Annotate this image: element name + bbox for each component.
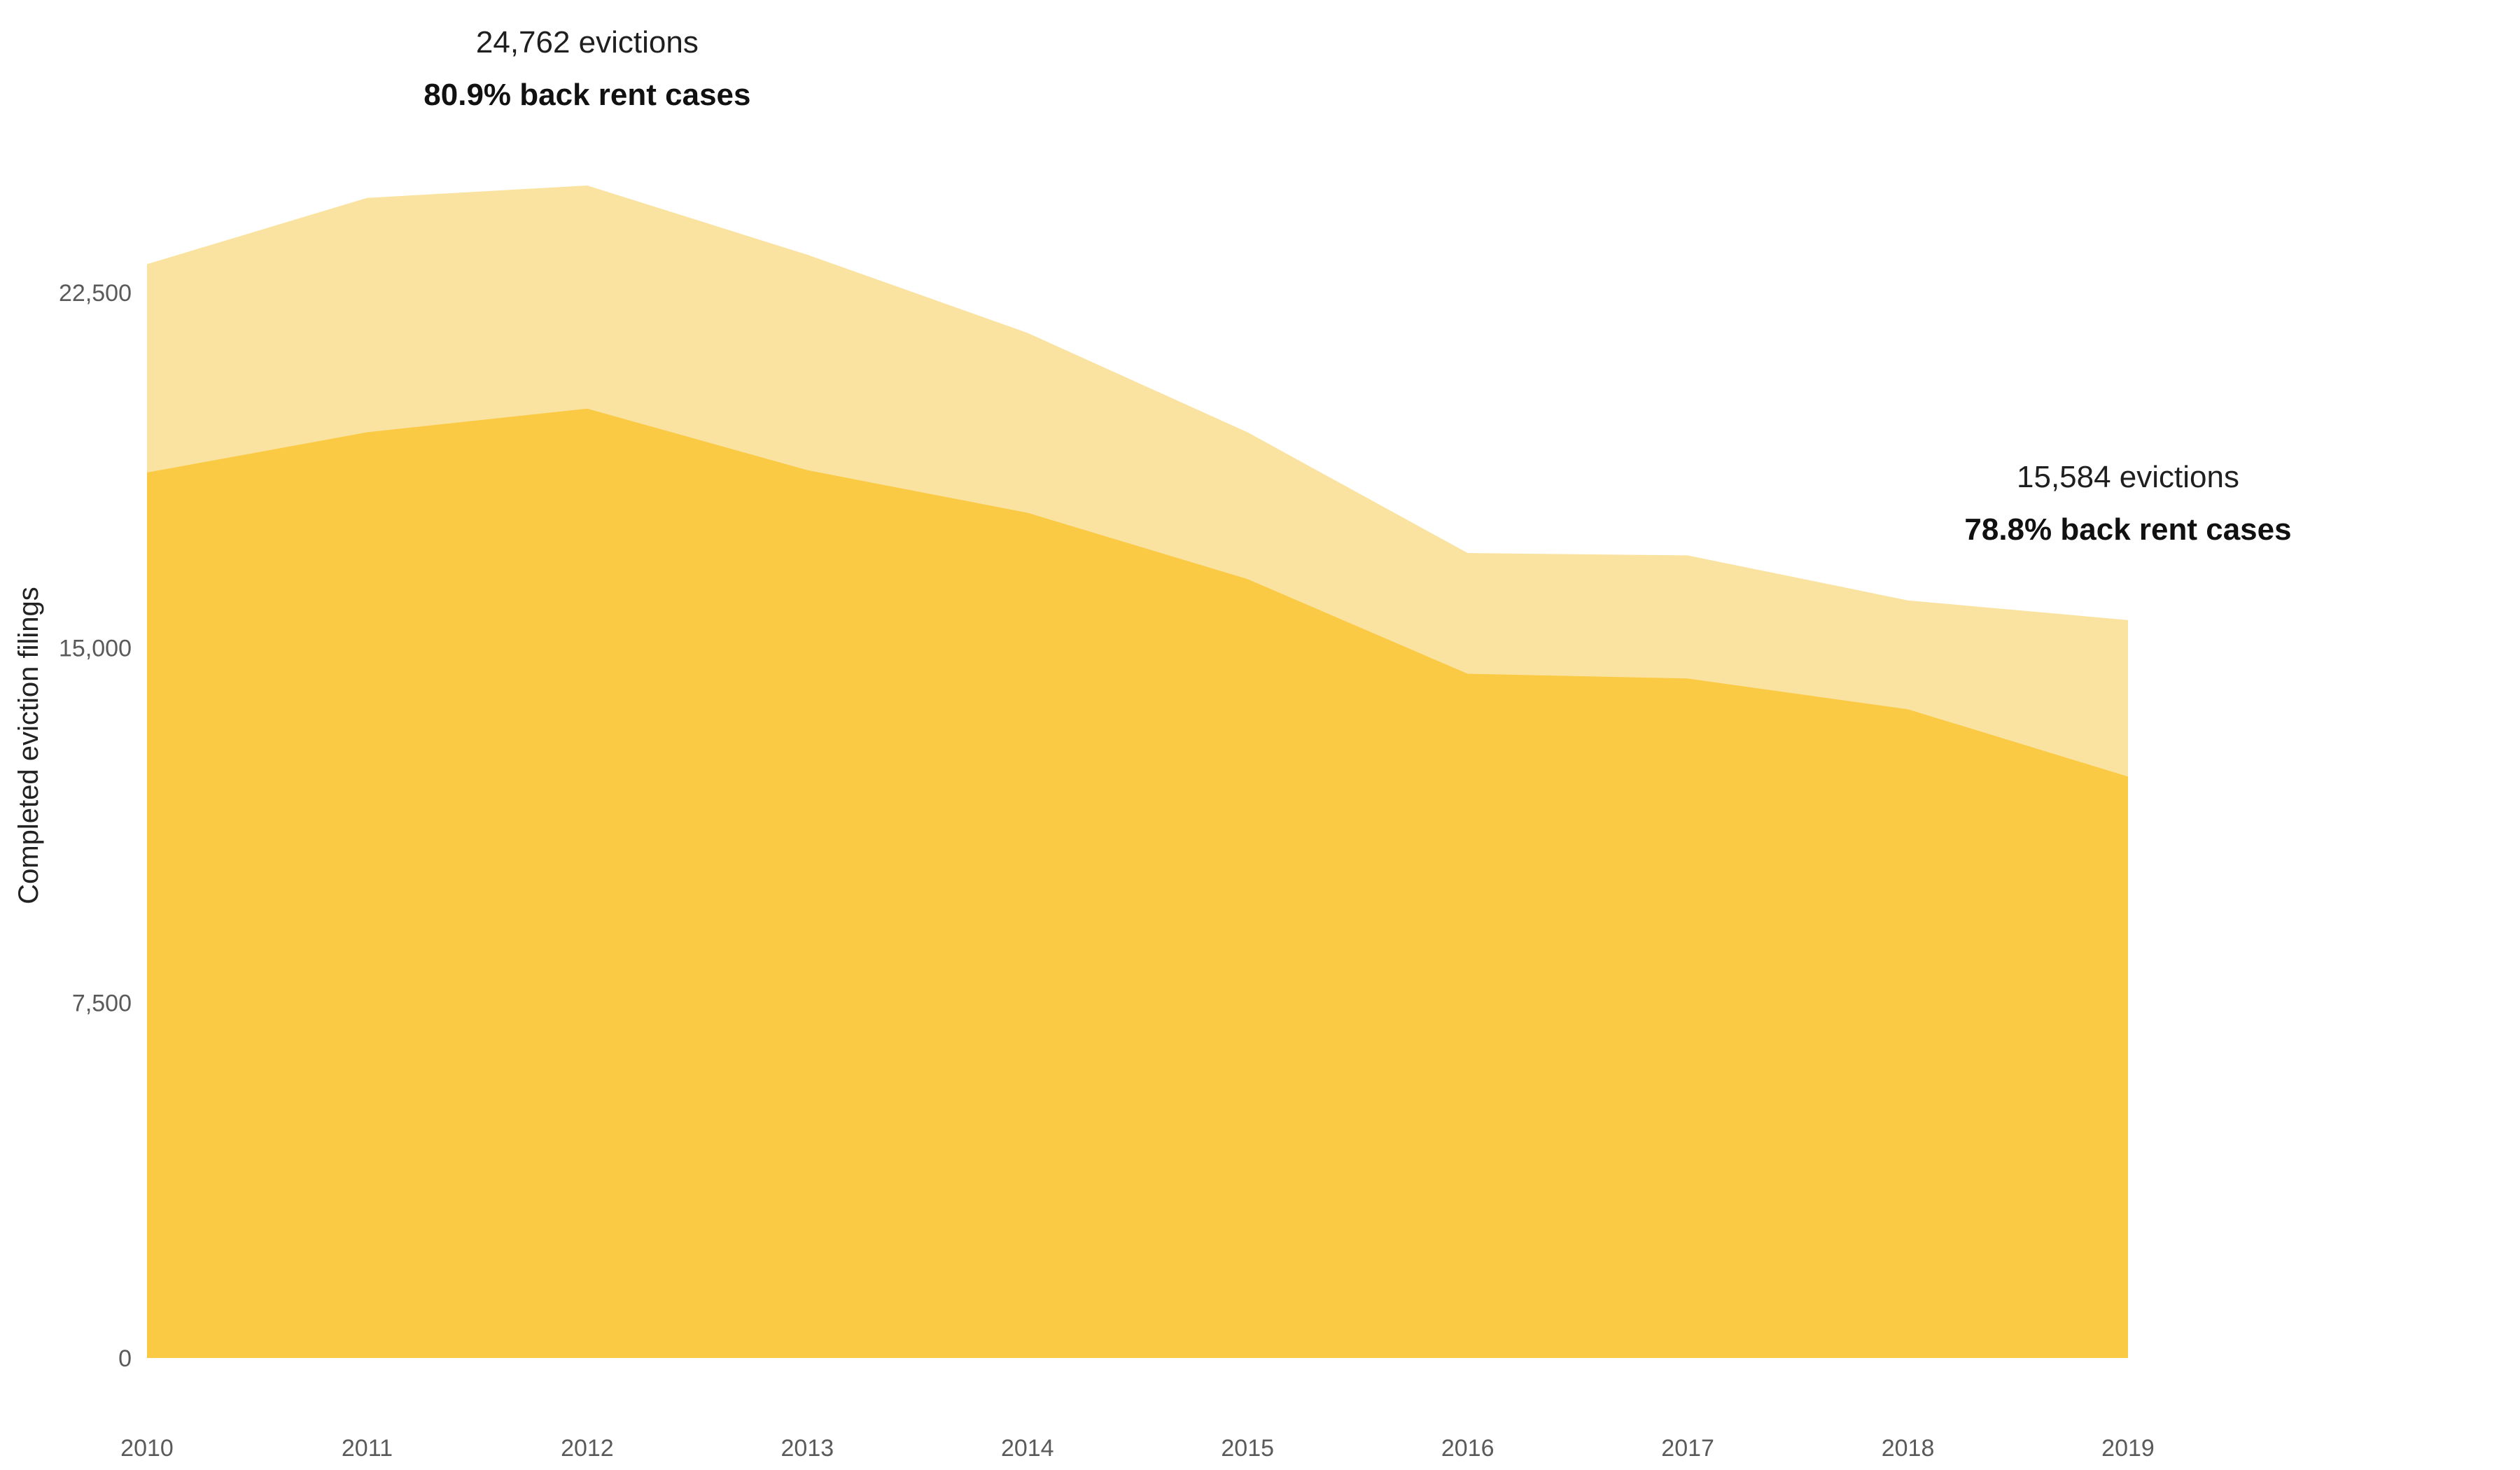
area-back-rent — [147, 408, 2128, 1358]
x-tick-label: 2018 — [1882, 1435, 1935, 1462]
x-tick-label: 2015 — [1221, 1435, 1274, 1462]
y-tick-label: 0 — [118, 1345, 132, 1372]
x-tick-label: 2019 — [2101, 1435, 2155, 1462]
y-tick-label: 7,500 — [72, 990, 132, 1017]
annotation-back-rent-share: 78.8% back rent cases — [1964, 512, 2291, 547]
x-tick-label: 2013 — [781, 1435, 834, 1462]
areas-layer — [147, 185, 2128, 1358]
x-tick-label: 2014 — [1001, 1435, 1054, 1462]
x-tick-label: 2010 — [120, 1435, 174, 1462]
annotation-evictions-count: 15,584 evictions — [2017, 460, 2239, 494]
x-tick-label: 2016 — [1441, 1435, 1494, 1462]
y-tick-label: 22,500 — [59, 280, 132, 307]
y-axis-title: Completed eviction filings — [13, 587, 44, 904]
y-axis: 0 7,500 15,000 22,500 — [59, 280, 132, 1372]
x-tick-label: 2011 — [342, 1435, 393, 1462]
annotations: 24,762 evictions 80.9% back rent cases 15,… — [424, 25, 2291, 547]
y-tick-label: 15,000 — [59, 635, 132, 662]
x-tick-label: 2017 — [1661, 1435, 1714, 1462]
annotation-evictions-count: 24,762 evictions — [476, 25, 699, 59]
annotation-back-rent-share: 80.9% back rent cases — [424, 78, 750, 112]
x-tick-label: 2012 — [561, 1435, 614, 1462]
x-axis: 2010 2011 2012 2013 2014 2015 2016 2017 2018 2019 — [120, 1435, 2155, 1462]
